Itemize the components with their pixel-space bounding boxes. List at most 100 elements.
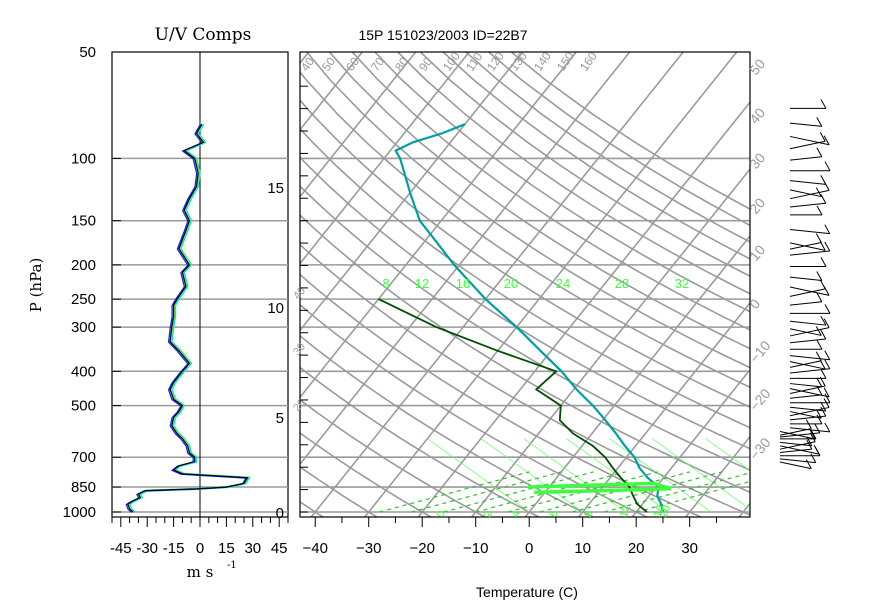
skewt-title: 15P 151023/2003 ID=22B7 [358, 27, 527, 43]
wind-barb-shaft [790, 230, 830, 234]
uv-x-tick-label: 0 [196, 540, 204, 557]
skewt-x-tick-label: −20 [409, 540, 434, 557]
uv-title: U/V Comps [155, 25, 252, 45]
uv-x-tick-label: 15 [218, 540, 235, 557]
wind-barb-shaft [790, 362, 825, 369]
uv-y-label: P (hPa) [27, 258, 45, 313]
wind-barb-shaft [790, 356, 830, 360]
uv-y-tick-label: 200 [71, 257, 96, 274]
uv-grid [112, 52, 288, 517]
skewt-moist-line [379, 472, 529, 512]
wind-barb-feather [816, 233, 821, 242]
wind-barb-feather [825, 225, 830, 234]
wind-barb-shaft [790, 302, 822, 305]
skewt-isotherm [844, 36, 887, 520]
skewt-mixing-ratio-label: 24 [556, 276, 570, 291]
wind-barb-shaft [790, 287, 829, 295]
wind-barb-feather [821, 402, 826, 411]
skewt-isotherm-label: 0 [746, 296, 763, 312]
uv-y-tick-label: 50 [79, 44, 96, 61]
wind-barb-feather [817, 117, 822, 126]
skewt-dry-adiabat-label: 40 [298, 54, 317, 73]
skewt-profile-line [396, 124, 663, 512]
wind-barb-shaft [790, 395, 822, 398]
skewt-mixing-ratio-label: 8 [382, 276, 389, 291]
skewt-x-tick-label: −30 [356, 540, 381, 557]
wind-barb-feather [821, 175, 826, 184]
wind-barb-feather [821, 194, 826, 203]
wind-barb-shaft [790, 203, 826, 207]
wind-barb-feather [825, 360, 830, 369]
wind-barb-feather [811, 430, 816, 439]
wind-barb-feather [817, 340, 822, 349]
uv-y-tick-label: 400 [71, 363, 96, 380]
wind-barb-shaft [780, 459, 816, 463]
wind-barb-shaft [790, 123, 822, 126]
wind-barb-shaft [790, 369, 830, 373]
skewt-dry-adiabat [73, 36, 598, 520]
wind-barb-shaft [790, 384, 822, 387]
skewt-dry-adiabat-label: 150 [554, 49, 577, 74]
wind-barbs [780, 99, 830, 468]
skewt-height-tick-label: 15 [267, 180, 284, 197]
wind-barb-shaft [790, 251, 830, 255]
wind-barb-feather [811, 454, 816, 463]
wind-barb-shaft [780, 432, 815, 439]
skewt-isotherm [42, 36, 429, 520]
skewt-dry-adiabat [0, 36, 327, 520]
wind-barb-shaft [790, 339, 826, 343]
skewt-height-tick-label: 10 [267, 300, 284, 317]
wind-barb-feather [815, 424, 820, 433]
wind-barb-shaft [790, 181, 826, 185]
wind-barb-shaft [780, 462, 811, 469]
uv-y-tick-label: 300 [71, 319, 96, 336]
skewt-x-tick-label: 30 [681, 540, 698, 557]
wind-barb-shaft [790, 243, 825, 250]
skewt-isotherm [0, 36, 322, 520]
wind-barb-feather [825, 351, 830, 360]
wind-barb-shaft [790, 361, 821, 368]
skewt-x-tick-label: 20 [628, 540, 645, 557]
skewt-mixing-ratio-label: 12 [415, 276, 429, 291]
skewt-x-tick-label: −40 [302, 540, 327, 557]
skewt-mixing-ratio-label: 32 [675, 276, 689, 291]
wind-barb-shaft [790, 321, 826, 325]
skewt-mixing-ratio-label: 28 [615, 276, 629, 291]
skewt-isotherm [202, 36, 589, 520]
uv-x-label-exponent: -1 [227, 560, 237, 571]
wind-barb-shaft [790, 157, 822, 160]
uv-y-tick-label: 500 [71, 398, 96, 415]
wind-barb-shaft [790, 277, 822, 280]
skewt-dry-adiabat-label: 160 [577, 49, 600, 74]
uv-y-tick-label: 100 [71, 150, 96, 167]
skewt-x-label: Temperature (C) [476, 584, 578, 600]
uv-y-tick-label: 150 [71, 213, 96, 230]
uv-y-tick-label: 850 [71, 479, 96, 496]
skewt-mixing-ratio-lines [379, 439, 807, 512]
skewt-x-tick-label: 10 [574, 540, 591, 557]
wind-barb-shaft [780, 446, 819, 454]
wind-barb-shaft [790, 289, 825, 296]
wind-barb-shaft [790, 428, 830, 432]
wind-barb-feather [821, 330, 826, 339]
wind-barb-feather [821, 99, 826, 108]
wind-barb-feather [817, 271, 822, 280]
skewt-mixing-ratio-label: 20 [504, 276, 518, 291]
uv-y-tick-label: 250 [71, 291, 96, 308]
uv-x-tick-label: 30 [244, 540, 261, 557]
skewt-profile-line [528, 483, 671, 492]
uv-series [126, 124, 249, 513]
skewt-mixing-ratio-label: 16 [456, 276, 470, 291]
skewt-x-tick-label: 0 [525, 540, 533, 557]
uv-x-tick-label: -45 [110, 540, 132, 557]
wind-barb-feather [825, 162, 830, 171]
wind-barb-feather [825, 242, 830, 251]
wind-barb-feather [825, 423, 830, 432]
wind-barb-feather [817, 148, 822, 157]
